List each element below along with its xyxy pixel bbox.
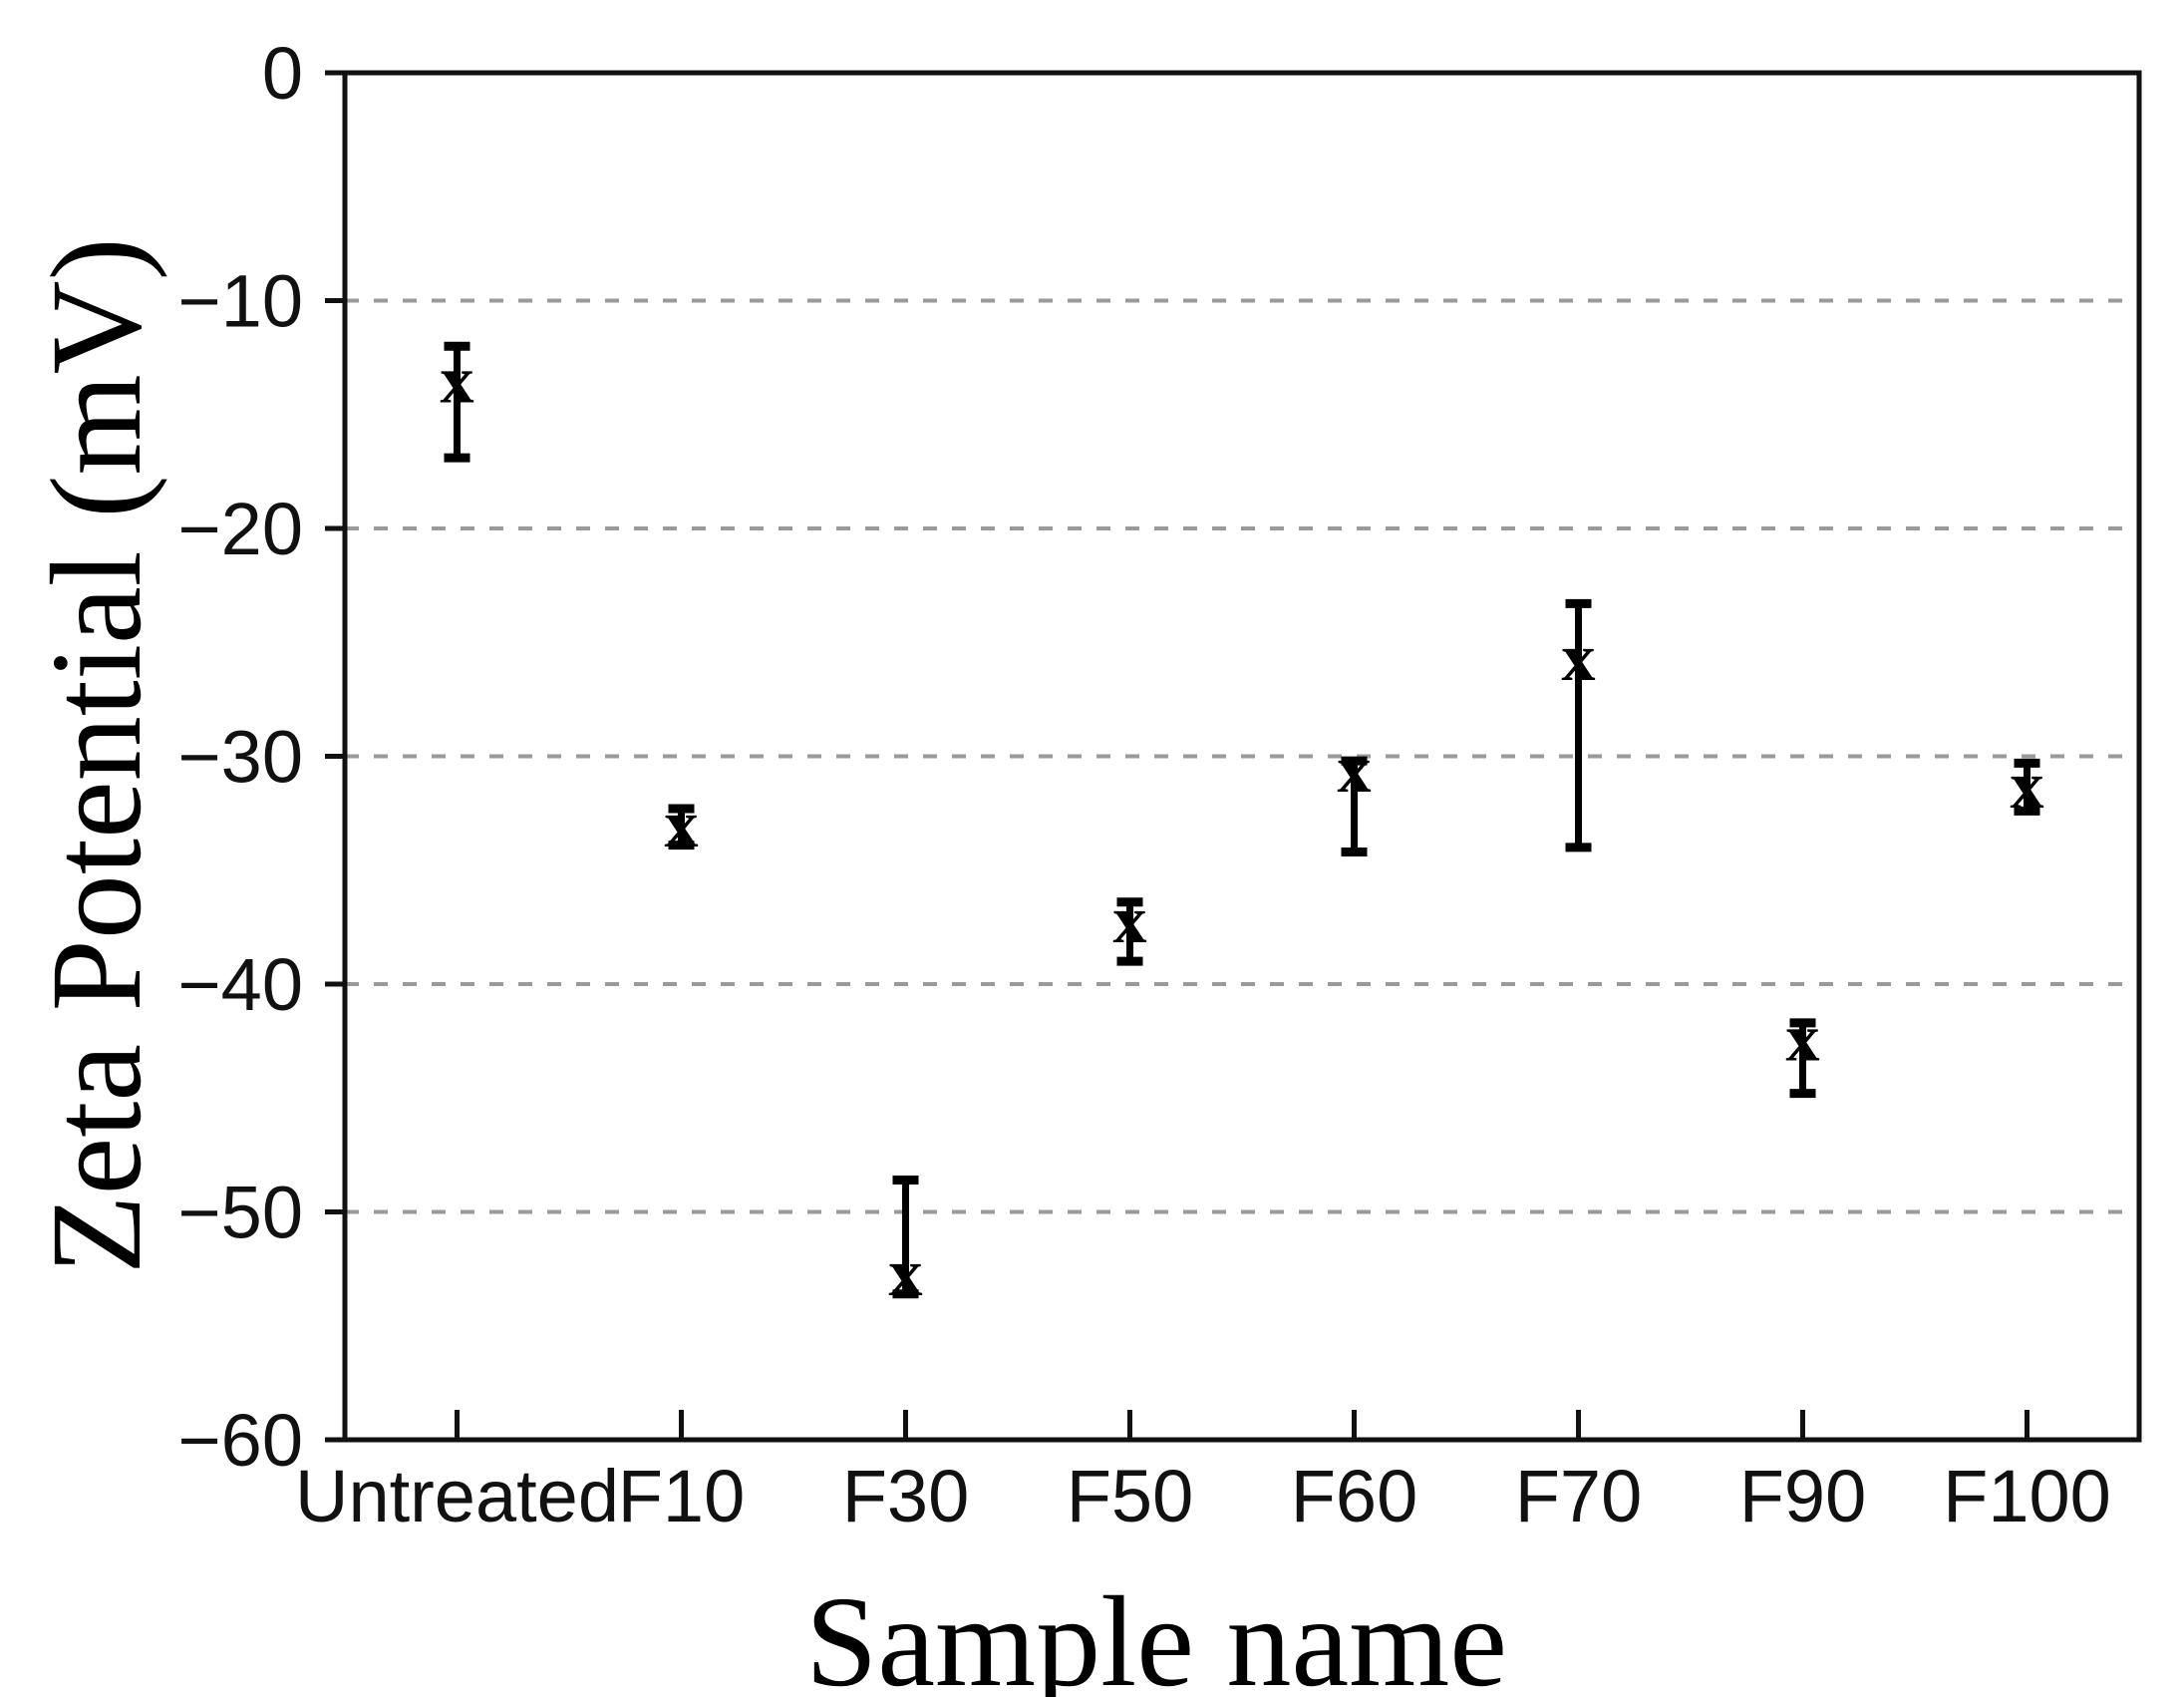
y-axis-title: Zeta Potential (mV) [25,237,168,1274]
data-point: x [665,786,699,861]
data-point-marker: x [441,341,474,417]
y-tick-label: −40 [177,943,303,1026]
data-point-marker: x [1562,619,1596,695]
x-tick-label: F30 [842,1455,970,1537]
data-point: x [1786,1000,1820,1099]
data-point-marker: x [889,1234,923,1310]
x-tick-label: F10 [618,1455,746,1537]
data-points-layer: x x x x x x x x [441,341,2044,1310]
y-tick-label: −10 [177,260,303,343]
data-point: x [889,1176,923,1310]
x-tick-label: F90 [1739,1455,1867,1537]
y-tick-label: −60 [177,1399,303,1482]
data-point-marker: x [1786,1000,1820,1076]
grid-layer [345,298,2139,1214]
data-point-marker: x [1338,731,1372,807]
y-axis-ticks: 0 −10 −20 −30 −40 −50 −60 [177,32,345,1482]
data-point-marker: x [665,786,699,861]
y-tick-label: −50 [177,1172,303,1254]
data-point: x [1338,731,1372,856]
x-tick-label: Untreated [295,1455,619,1537]
data-point: x [1113,881,1147,966]
y-tick-label: 0 [262,32,303,115]
x-tick-label: F100 [1943,1455,2111,1537]
x-axis-title: Sample name [805,1570,1507,1697]
y-tick-label: −20 [177,488,303,570]
data-point: x [441,341,474,463]
data-point-marker: x [2011,747,2044,823]
x-tick-label: F70 [1515,1455,1643,1537]
data-point-marker: x [1113,881,1147,957]
data-point: x [2011,747,2044,823]
y-tick-label: −30 [177,716,303,799]
x-tick-label: F50 [1067,1455,1194,1537]
data-point: x [1562,598,1596,852]
x-tick-label: F60 [1291,1455,1418,1537]
